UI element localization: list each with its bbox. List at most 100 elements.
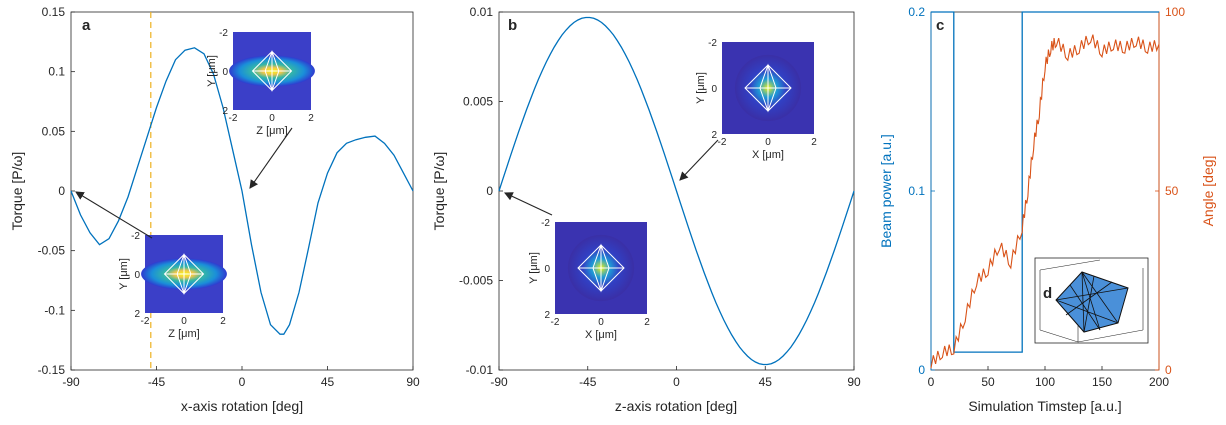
panel-a-inset-top-ytick-label: 2 bbox=[222, 106, 228, 117]
panel-a-inset-top-xtick-label: -2 bbox=[229, 113, 238, 124]
panel-b-xtick-label: 0 bbox=[673, 375, 680, 389]
panel-d-polyhedron bbox=[1055, 271, 1129, 333]
panel-a-inset-bottom-xtick-label: 2 bbox=[220, 316, 226, 327]
panel-a-torque-line bbox=[70, 47, 414, 335]
panel-a-letter: a bbox=[82, 17, 91, 34]
panel-b-inset-top-xtick-label: 0 bbox=[765, 137, 771, 148]
panel-d-letter: d bbox=[1043, 285, 1052, 302]
panel-a-inset-top-ytick-label: 0 bbox=[222, 67, 228, 78]
panel-c-ytick-label: 0 bbox=[918, 363, 925, 377]
panel-b-xtick-label: -45 bbox=[579, 375, 597, 389]
panel-c-ytick-right-label: 50 bbox=[1165, 184, 1179, 198]
panel-d-inset: d bbox=[1034, 257, 1149, 344]
panel-b-inset-top-xtick-label: 2 bbox=[811, 137, 817, 148]
panel-c-letter: c bbox=[936, 17, 944, 34]
panel-a-inset-bottom-xtick-label: 0 bbox=[181, 316, 187, 327]
panel-a-ytick-label: -0.1 bbox=[44, 303, 65, 317]
panel-a-inset-bottom-xlabel: Z [μm] bbox=[168, 328, 199, 340]
panel-b-ylabel: Torque [P/ω] bbox=[431, 152, 447, 231]
panel-c-angle-line bbox=[930, 34, 1160, 369]
panel-b-inset-bottom-xlabel: X [μm] bbox=[585, 329, 617, 341]
panel-b-inset-bottom-xtick-label: -2 bbox=[551, 317, 560, 328]
panel-b-ytick-label: 0.005 bbox=[463, 95, 493, 109]
panel-a-inset-bottom-ytick-label: -2 bbox=[131, 231, 140, 242]
panel-c-xlabel: Simulation Timstep [a.u.] bbox=[968, 398, 1121, 414]
panel-b-xtick-label: -90 bbox=[490, 375, 508, 389]
panel-a: -90 -45 0 45 90 -0.15 -0.1 -0.05 0 0.05 0.1 0.15 -2 0… bbox=[9, 5, 420, 414]
panel-a-inset-top-xlabel: Z [μm] bbox=[256, 125, 287, 137]
panel-c-ytick-right-label: 0 bbox=[1165, 363, 1172, 377]
panel-c-ytick-right-label: 100 bbox=[1165, 5, 1185, 19]
panel-b-ytick-label: 0.01 bbox=[470, 5, 494, 19]
panel-c-beam-power-line bbox=[931, 11, 1159, 353]
panel-b-ytick-label: -0.005 bbox=[459, 274, 493, 288]
panel-a-inset-top-xtick-label: 0 bbox=[269, 113, 275, 124]
panel-b-inset-bottom-xtick-label: 2 bbox=[644, 317, 650, 328]
panel-a-marks: -90 -45 0 45 90 -0.15 -0.1 -0.05 0 0.05 0.1 0.15 -2 0… bbox=[38, 5, 420, 389]
panel-a-inset-bottom-xtick-label: -2 bbox=[141, 316, 150, 327]
panel-a-inset-bottom-ytick-label: 0 bbox=[134, 270, 140, 281]
panel-a-xtick-label: 90 bbox=[406, 375, 420, 389]
panel-a-xtick-label: 0 bbox=[239, 375, 246, 389]
panel-b-arrow-to-zero bbox=[679, 139, 719, 181]
panel-a-inset-bottom-ytick-label: 2 bbox=[134, 309, 140, 320]
panel-c-ytick-label: 0.1 bbox=[908, 184, 925, 198]
panel-c-xtick-label: 150 bbox=[1092, 375, 1112, 389]
panel-a-arrow-to-zero bbox=[249, 127, 293, 189]
panel-a-xtick-label: -90 bbox=[62, 375, 80, 389]
panel-b-xtick-label: 45 bbox=[759, 375, 773, 389]
panel-b-inset-bottom-ytick-label: 0 bbox=[544, 264, 550, 275]
panel-a-ylabel: Torque [P/ω] bbox=[9, 152, 25, 231]
panel-a-inset-top-xtick-label: 2 bbox=[308, 113, 314, 124]
panel-b-inset-top-xlabel: X [μm] bbox=[752, 149, 784, 161]
panel-a-inset-top-ytick-label: -2 bbox=[219, 28, 228, 39]
panel-c-ytick-label: 0.2 bbox=[908, 5, 925, 19]
panel-a-inset-top-ylabel: Y [μm] bbox=[206, 55, 218, 87]
panel-b-inset-bottom-ytick-label: -2 bbox=[541, 218, 550, 229]
panel-b-xlabel: z-axis rotation [deg] bbox=[615, 398, 737, 414]
panel-b-letter: b bbox=[508, 17, 517, 34]
panel-a-ytick-label: -0.15 bbox=[38, 363, 66, 377]
panel-a-xtick-label: -45 bbox=[148, 375, 166, 389]
panel-a-inset-top-particle-outline bbox=[251, 49, 293, 93]
panel-c-ylabel-right: Angle [deg] bbox=[1200, 156, 1216, 227]
panel-b-inset-bottom-xtick-label: 0 bbox=[598, 317, 604, 328]
panel-a-ytick-label: 0.1 bbox=[48, 65, 65, 79]
panel-c-xtick-label: 200 bbox=[1149, 375, 1169, 389]
panel-c-xtick-label: 100 bbox=[1035, 375, 1055, 389]
panel-b-inset-top-xtick-label: -2 bbox=[718, 137, 727, 148]
panel-a-ytick-label: 0.15 bbox=[42, 5, 66, 19]
panel-c-xtick-label: 0 bbox=[928, 375, 935, 389]
panel-a-ytick-label: -0.05 bbox=[38, 244, 66, 258]
panel-d-facets bbox=[1055, 271, 1129, 333]
panel-b-ytick-label: 0 bbox=[486, 184, 493, 198]
panel-b-inset-top-ylabel: Y [μm] bbox=[695, 72, 707, 104]
panel-b-inset-bottom-ylabel: Y [μm] bbox=[528, 252, 540, 284]
panel-a-inset-bottom-particle-outline bbox=[163, 252, 205, 296]
panel-b-inset-top-particle-outline bbox=[744, 63, 792, 113]
panel-b-inset-bottom-particle-outline bbox=[577, 243, 625, 293]
panel-b-inset-bottom-ytick-label: 2 bbox=[544, 310, 550, 321]
panel-b-inset-top-ytick-label: 0 bbox=[711, 84, 717, 95]
panel-b-xtick-label: 90 bbox=[847, 375, 861, 389]
panel-a-ytick-label: 0.05 bbox=[42, 124, 66, 138]
panel-b-inset-top-ytick-label: -2 bbox=[708, 38, 717, 49]
panel-b-arrow-to-start bbox=[504, 192, 553, 216]
panel-a-arrow-to-start bbox=[75, 191, 153, 239]
panel-b-inset-top-ytick-label: 2 bbox=[711, 130, 717, 141]
panel-a-ytick-label: 0 bbox=[58, 184, 65, 198]
panel-c-ylabel-left: Beam power [a.u.] bbox=[878, 134, 894, 248]
panel-a-xtick-label: 45 bbox=[321, 375, 335, 389]
panel-a-inset-bottom-ylabel: Y [μm] bbox=[118, 258, 130, 290]
panel-b-torque-line bbox=[498, 16, 855, 366]
panel-c-xtick-label: 50 bbox=[981, 375, 995, 389]
